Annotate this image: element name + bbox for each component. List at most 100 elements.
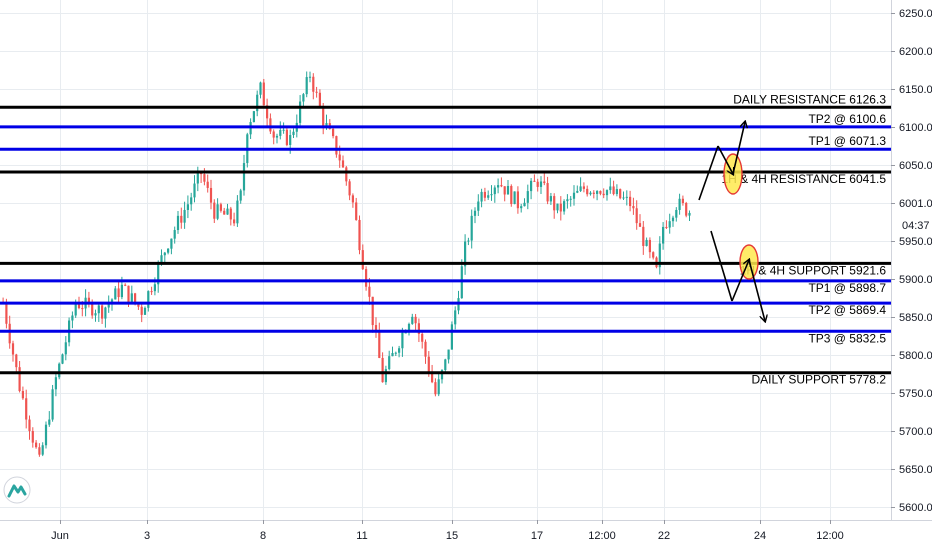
price-tick-label: 5950.0 [899, 236, 932, 248]
candle-body [483, 191, 486, 198]
candle-body [124, 284, 127, 286]
candle-body [685, 202, 688, 216]
candle-body [602, 193, 605, 196]
price-tick-label: 5850.0 [899, 312, 932, 324]
price-tick-label: 5700.0 [899, 426, 932, 438]
candle-body [25, 398, 28, 420]
candle-body [242, 163, 246, 191]
candle-body [97, 305, 100, 314]
candle-body [579, 186, 582, 191]
candle-body [401, 332, 404, 349]
price-tick-label: 5600.0 [899, 502, 932, 514]
candle-body [282, 129, 285, 131]
candle-body [487, 195, 490, 198]
candle-body [398, 348, 401, 353]
candle-body [292, 131, 295, 136]
level-label: TP2 @ 5869.4 [808, 303, 886, 317]
price-tick-label: 6200.0 [899, 46, 932, 58]
price-tick-label: 5750.0 [899, 388, 932, 400]
candle-body [266, 105, 269, 119]
candle-body [612, 186, 615, 195]
candle-body [226, 208, 229, 215]
candle-body [444, 359, 447, 371]
candle-body [635, 208, 638, 224]
candle-body [61, 354, 64, 364]
candle-body [520, 206, 523, 209]
candle-body [41, 445, 44, 455]
candle-body [510, 185, 513, 205]
candle-body [229, 208, 232, 220]
candle-body [54, 377, 57, 390]
bullish-arrow-dip [717, 145, 733, 174]
candle-body [549, 196, 552, 202]
candle-body [107, 303, 110, 308]
candle-body [358, 219, 361, 251]
candle-body [688, 212, 691, 216]
candle-body [143, 307, 147, 315]
candle-body [553, 196, 556, 211]
candle-body [437, 379, 440, 395]
tradingview-logo-icon[interactable] [3, 476, 31, 504]
candle-body [648, 239, 651, 253]
candle-body [74, 303, 77, 316]
candle-body [213, 202, 216, 219]
candle-body [44, 424, 48, 446]
candle-body [378, 331, 381, 358]
candle-body [312, 76, 315, 92]
candle-body [464, 241, 467, 267]
candle-body [190, 197, 193, 205]
candle-body [417, 323, 420, 334]
candle-body [599, 191, 602, 194]
candle-body [252, 111, 255, 123]
candle-body [160, 255, 163, 264]
candle-body [480, 191, 483, 202]
candle-body [407, 323, 411, 333]
candle-body [450, 324, 453, 350]
candle-body [110, 299, 114, 304]
candle-body [18, 367, 21, 392]
candle-body [477, 201, 480, 211]
price-tick-label: 5800.0 [899, 350, 932, 362]
level-label: TP1 @ 6071.3 [808, 134, 886, 148]
candle-body [632, 206, 635, 209]
candle-body [629, 196, 632, 207]
candle-body [81, 308, 84, 310]
time-tick-label: 8 [260, 530, 266, 542]
candle-body [592, 192, 595, 194]
level-label: 1H & 4H RESISTANCE 6041.5 [721, 172, 886, 186]
candle-body [652, 252, 655, 258]
time-tick-label: 15 [446, 530, 458, 542]
bullish-arrow-up [698, 145, 719, 201]
price-tick-label: 6001.0 [899, 198, 932, 210]
candle-body [275, 135, 279, 138]
candle-body [322, 106, 325, 126]
candle-body [569, 198, 572, 200]
candle-body [269, 118, 272, 132]
price-axis[interactable]: 6250.0 6200.0 6150.0 6100.0 6050.0 6001.0 5950… [891, 8, 932, 514]
price-tick-label: 6050.0 [899, 160, 932, 172]
bearish-arrow-down [710, 230, 733, 302]
candle-body [302, 94, 305, 102]
candle-body [516, 191, 519, 209]
candle-body [596, 191, 599, 194]
candle-body [681, 198, 684, 203]
time-tick-label: 22 [658, 530, 670, 542]
candle-body [662, 226, 665, 244]
candle-body [615, 189, 618, 195]
candle-body [582, 186, 585, 189]
price-tick-label: 5900.0 [899, 274, 932, 286]
candle-body [180, 215, 183, 223]
candle-body [127, 285, 130, 303]
candle-body [473, 210, 477, 216]
candle-body [150, 291, 153, 293]
time-axis[interactable]: Jun 3 8 11 15 17 12:00 22 24 12:00 [51, 520, 844, 542]
time-tick-label: 11 [356, 530, 367, 542]
candle-body [21, 391, 24, 399]
candle-body [77, 303, 81, 309]
candle-body [374, 325, 378, 332]
bearish-arrow-bounce [731, 260, 749, 302]
price-tick-label: 6250.0 [899, 8, 932, 20]
candle-body [546, 183, 549, 202]
